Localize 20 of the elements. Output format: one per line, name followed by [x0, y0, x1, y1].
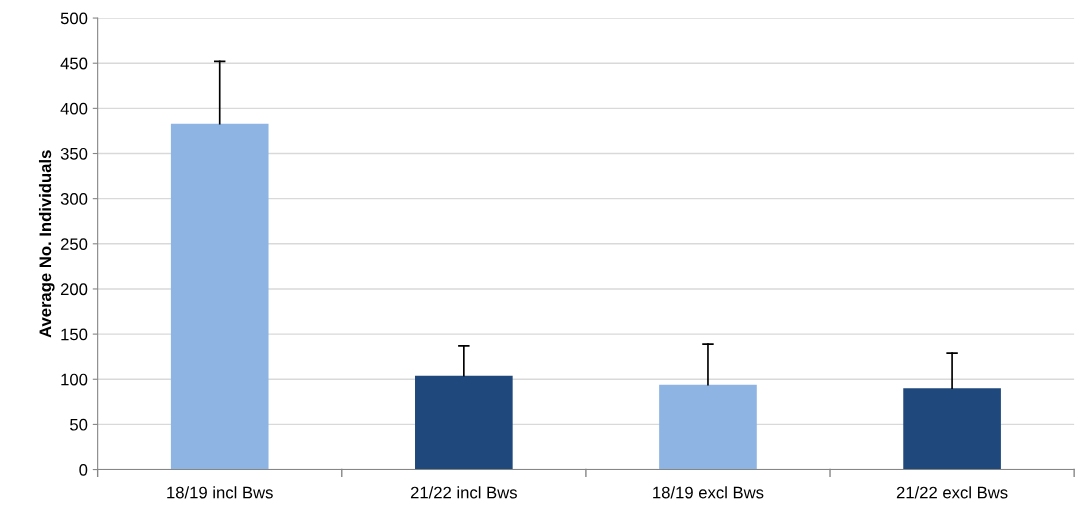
- bar: [415, 375, 513, 470]
- y-axis-title: Average No. Individuals: [38, 150, 55, 338]
- y-tick-label: 350: [60, 147, 88, 160]
- x-tick-label: 18/19 excl Bws: [653, 486, 764, 499]
- x-tick-label: 21/22 incl Bws: [410, 486, 517, 499]
- y-tick-label: 50: [70, 418, 88, 431]
- y-tick-label: 500: [60, 12, 88, 25]
- y-tick-label: 450: [60, 57, 88, 70]
- x-tick-label: 21/22 excl Bws: [896, 486, 1008, 499]
- y-tick-label: 200: [60, 283, 88, 296]
- y-tick-label: 100: [61, 373, 88, 386]
- y-tick-label: 400: [60, 102, 88, 115]
- y-tick-label: 250: [60, 238, 88, 251]
- y-tick-label: 150: [61, 328, 88, 341]
- y-tick-label: 0: [79, 463, 88, 476]
- bar: [170, 123, 269, 470]
- bar: [903, 388, 1001, 470]
- y-tick-label: 300: [60, 193, 88, 205]
- x-tick-label: 18/19 incl Bws: [167, 486, 273, 499]
- bar: [659, 384, 757, 470]
